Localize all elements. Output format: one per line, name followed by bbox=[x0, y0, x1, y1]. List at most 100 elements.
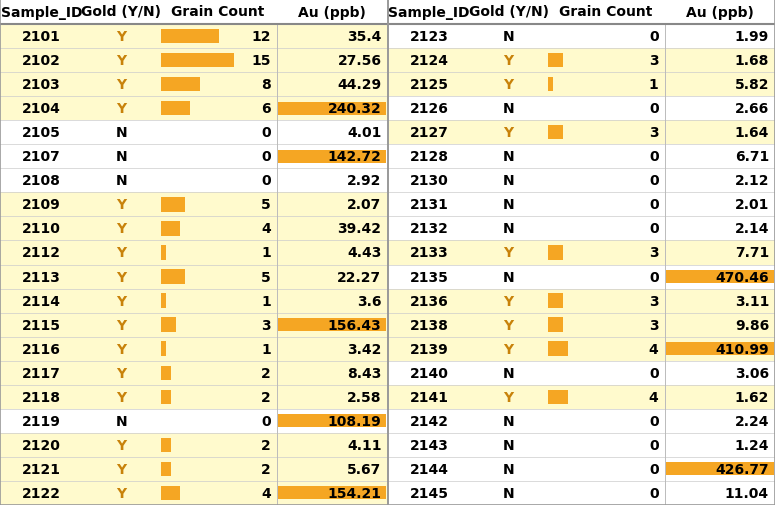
Bar bbox=[0, 73, 388, 97]
Text: 1.64: 1.64 bbox=[735, 126, 769, 140]
Text: 2143: 2143 bbox=[410, 438, 449, 452]
Text: 1.68: 1.68 bbox=[735, 54, 769, 68]
Text: Au (ppb): Au (ppb) bbox=[298, 6, 367, 20]
Text: 0: 0 bbox=[649, 438, 659, 452]
Text: 0: 0 bbox=[649, 102, 659, 116]
Bar bbox=[388, 25, 775, 49]
Bar bbox=[388, 0, 775, 25]
Bar bbox=[0, 265, 388, 289]
Bar bbox=[278, 486, 387, 499]
Bar bbox=[161, 78, 200, 92]
Text: 2.24: 2.24 bbox=[735, 414, 769, 428]
Text: 0: 0 bbox=[261, 126, 271, 140]
Text: N: N bbox=[503, 174, 515, 188]
Text: Y: Y bbox=[116, 246, 126, 260]
Text: 2112: 2112 bbox=[22, 246, 61, 260]
Text: 2121: 2121 bbox=[22, 462, 61, 476]
Bar bbox=[161, 486, 181, 500]
Text: N: N bbox=[115, 150, 127, 164]
Text: 2127: 2127 bbox=[410, 126, 449, 140]
Text: 2131: 2131 bbox=[410, 198, 449, 212]
Text: 2128: 2128 bbox=[410, 150, 449, 164]
Text: 5.82: 5.82 bbox=[735, 78, 769, 92]
Bar bbox=[161, 390, 170, 404]
Text: 240.32: 240.32 bbox=[328, 102, 381, 116]
Bar bbox=[0, 337, 388, 361]
Text: 2139: 2139 bbox=[410, 342, 449, 356]
Text: Y: Y bbox=[116, 486, 126, 500]
Text: N: N bbox=[503, 198, 515, 212]
Text: Y: Y bbox=[504, 390, 514, 404]
Bar bbox=[388, 289, 775, 313]
Text: 0: 0 bbox=[649, 366, 659, 380]
Text: 2107: 2107 bbox=[22, 150, 61, 164]
Text: Y: Y bbox=[116, 318, 126, 332]
Text: 2.07: 2.07 bbox=[347, 198, 381, 212]
Bar bbox=[161, 54, 234, 68]
Text: 0: 0 bbox=[649, 222, 659, 236]
Text: 5: 5 bbox=[261, 270, 271, 284]
Text: 0: 0 bbox=[649, 462, 659, 476]
Text: 4.11: 4.11 bbox=[347, 438, 381, 452]
Text: 2140: 2140 bbox=[410, 366, 449, 380]
Bar bbox=[388, 145, 775, 169]
Text: 470.46: 470.46 bbox=[715, 270, 769, 284]
Text: N: N bbox=[503, 486, 515, 500]
Bar bbox=[388, 73, 775, 97]
Text: 0: 0 bbox=[649, 414, 659, 428]
Text: 3: 3 bbox=[649, 246, 659, 260]
Bar bbox=[388, 121, 775, 145]
Bar bbox=[161, 222, 181, 236]
Text: 2: 2 bbox=[261, 462, 271, 476]
Text: 1.99: 1.99 bbox=[735, 30, 769, 44]
Bar bbox=[161, 270, 185, 284]
Text: 2124: 2124 bbox=[410, 54, 449, 68]
Text: 2.12: 2.12 bbox=[735, 174, 769, 188]
Bar bbox=[0, 409, 388, 433]
Bar bbox=[549, 78, 553, 92]
Text: 22.27: 22.27 bbox=[337, 270, 381, 284]
Text: 2108: 2108 bbox=[22, 174, 61, 188]
Text: 11.04: 11.04 bbox=[725, 486, 769, 500]
Bar bbox=[549, 318, 563, 332]
Text: Y: Y bbox=[504, 342, 514, 356]
Text: 154.21: 154.21 bbox=[328, 486, 381, 500]
Text: 1: 1 bbox=[261, 294, 271, 308]
Text: 4: 4 bbox=[649, 390, 659, 404]
Text: Y: Y bbox=[116, 30, 126, 44]
Text: 1: 1 bbox=[261, 246, 271, 260]
Bar bbox=[388, 241, 775, 265]
Text: 2103: 2103 bbox=[22, 78, 61, 92]
Text: N: N bbox=[503, 270, 515, 284]
Text: N: N bbox=[503, 30, 515, 44]
Bar bbox=[388, 313, 775, 337]
Text: 1: 1 bbox=[649, 78, 659, 92]
Text: 426.77: 426.77 bbox=[715, 462, 769, 476]
Text: N: N bbox=[503, 414, 515, 428]
Bar bbox=[388, 481, 775, 505]
Text: 0: 0 bbox=[649, 30, 659, 44]
Bar bbox=[0, 97, 388, 121]
Text: 2.14: 2.14 bbox=[735, 222, 769, 236]
Bar bbox=[0, 145, 388, 169]
Text: Y: Y bbox=[504, 318, 514, 332]
Text: Y: Y bbox=[116, 462, 126, 476]
Bar bbox=[161, 198, 185, 212]
Text: 5.67: 5.67 bbox=[347, 462, 381, 476]
Bar bbox=[388, 385, 775, 409]
Text: Y: Y bbox=[504, 54, 514, 68]
Bar bbox=[549, 294, 563, 308]
Bar bbox=[0, 457, 388, 481]
Text: 2123: 2123 bbox=[410, 30, 449, 44]
Text: 3.11: 3.11 bbox=[735, 294, 769, 308]
Text: 2.01: 2.01 bbox=[735, 198, 769, 212]
Text: 1.62: 1.62 bbox=[735, 390, 769, 404]
Bar bbox=[388, 409, 775, 433]
Text: 0: 0 bbox=[649, 198, 659, 212]
Text: Y: Y bbox=[504, 246, 514, 260]
Text: N: N bbox=[115, 174, 127, 188]
Text: 2: 2 bbox=[261, 438, 271, 452]
Text: N: N bbox=[503, 150, 515, 164]
Bar bbox=[388, 49, 775, 73]
Text: 2120: 2120 bbox=[22, 438, 61, 452]
